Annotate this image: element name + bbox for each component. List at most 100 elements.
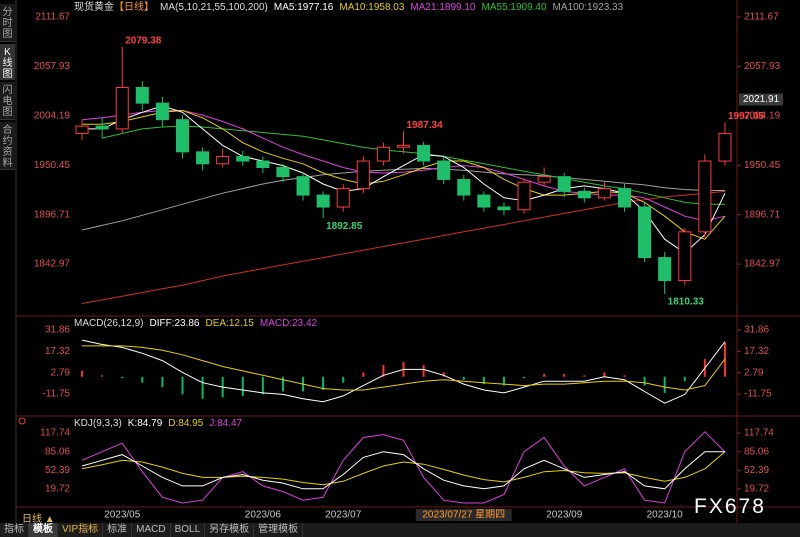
candle-body [617, 188, 632, 208]
candle-body [577, 190, 591, 199]
macd-bar [161, 376, 164, 388]
indicator-line [81, 339, 726, 404]
x-tick-label: 2023/10 [647, 510, 684, 521]
toolbar-tab[interactable]: BOLL [171, 523, 206, 537]
candle-body [678, 231, 692, 282]
y-tick-label: 117.74 [40, 428, 70, 439]
macd-bar [442, 372, 445, 377]
candle-body [95, 125, 109, 130]
y-tick-label: 2111.67 [35, 12, 70, 23]
y-tick-label: 19.72 [744, 484, 769, 495]
period-button[interactable]: 日线 ▲ [22, 514, 55, 525]
macd-bar [281, 376, 284, 392]
ma-line [82, 109, 726, 240]
candle-body [537, 176, 551, 183]
macd-bar [603, 372, 606, 377]
macd-bar [563, 373, 566, 377]
panel-title: 现货黄金 [74, 2, 114, 13]
macd-bar [502, 376, 505, 386]
y-tick-label: 2004.19 [744, 110, 781, 121]
y-tick-label: 1896.71 [34, 209, 71, 220]
crosshair-date-bg [415, 509, 512, 521]
macd-bar [422, 365, 425, 377]
candle-body [155, 102, 169, 121]
toolbar-tab[interactable]: VIP指标 [58, 523, 104, 537]
candle-body [175, 119, 190, 153]
candle-body [718, 132, 732, 162]
macd-bar [81, 370, 84, 377]
indicator-line [81, 431, 726, 504]
ma-params: MA(5,10,21,55,100,200) [160, 2, 268, 13]
macd-bar [482, 376, 485, 385]
candle-body [196, 151, 210, 165]
macd-bar [201, 376, 204, 399]
macd-bar [523, 376, 526, 379]
y-tick-label: 52.39 [744, 465, 769, 476]
last-price-box [739, 93, 783, 106]
price-annotation: 1987.34 [407, 120, 444, 131]
toolbar-tab[interactable]: 管理模板 [254, 523, 304, 537]
macd-bar [181, 376, 184, 395]
y-tick-label: 1842.97 [34, 259, 71, 270]
toolbar-tab[interactable]: 另存模板 [205, 523, 255, 537]
macd-header: MACD(26,12,9) DIFF:23.86 DEA:12.15 MACD:23.… [74, 318, 317, 330]
legend-entry: MA21:1899.10 [410, 2, 476, 13]
macd-bar [382, 365, 385, 377]
candle-body [477, 194, 491, 208]
sidebar-tab[interactable]: K线图 [0, 44, 15, 80]
candle-body [437, 160, 451, 180]
period-label: 【日线】 [114, 2, 154, 13]
candle-body [658, 257, 672, 282]
settings-icon[interactable] [18, 417, 26, 425]
y-tick-label: 31.86 [45, 325, 70, 336]
macd-bar [583, 375, 586, 377]
legend-entry: MA100:1923.33 [552, 2, 624, 13]
y-tick-label: 31.86 [744, 325, 769, 336]
macd-bar [683, 376, 686, 382]
x-tick-label: 2023/06 [245, 510, 282, 521]
y-tick-label: 2111.67 [744, 12, 779, 23]
macd-bar [462, 376, 465, 380]
legend-entry: MA5:1977.16 [273, 2, 334, 13]
ma-line [82, 105, 726, 254]
candle-body [75, 125, 89, 134]
y-tick-label: 52.39 [45, 465, 70, 476]
candle-body [336, 188, 350, 208]
candle-body [497, 206, 511, 211]
macd-bar [101, 375, 104, 377]
macd-bar [322, 376, 325, 390]
candle-body [296, 176, 310, 196]
sidebar-tab[interactable]: 分时图 [0, 4, 15, 42]
indicator-line [81, 451, 726, 490]
y-tick-label: 1842.97 [744, 259, 781, 270]
toolbar-tab[interactable]: MACD [132, 523, 171, 537]
ma-line [101, 125, 725, 205]
y-tick-label: 1896.71 [744, 209, 781, 220]
watermark: FX678 [694, 495, 766, 518]
sidebar-tab[interactable]: 闪电图 [0, 82, 15, 120]
toolbar-tab[interactable]: 标准 [103, 523, 133, 537]
toolbar-tab[interactable]: 指标 [0, 523, 29, 537]
indicator-line [81, 451, 726, 486]
macd-bar [663, 376, 666, 393]
price-annotation: 1892.85 [326, 221, 363, 232]
y-tick-label: -11.75 [744, 389, 772, 400]
x-tick-label: 2023/07/27 星期四 [422, 509, 505, 521]
macd-bar [121, 376, 124, 379]
macd-bar [543, 373, 546, 377]
sidebar-tab[interactable]: 合约资料 [0, 122, 15, 170]
price-header: 现货黄金 【日线】 MA(5,10,21,55,100,200) MA5:1977.1… [74, 2, 623, 14]
candle-body [638, 206, 652, 259]
y-tick-label: 2.79 [744, 367, 764, 378]
candle-body [356, 160, 370, 190]
candle-body [557, 176, 571, 192]
y-tick-label: 17.32 [744, 346, 769, 357]
legend-entry: DIFF:23.86 [149, 318, 200, 329]
panel-title: KDJ(9,3,3) [74, 418, 122, 429]
candle-body [698, 160, 712, 233]
toolbar-tab[interactable]: 模板 [29, 523, 58, 537]
candle-body [396, 144, 411, 148]
macd-bar [141, 376, 144, 383]
